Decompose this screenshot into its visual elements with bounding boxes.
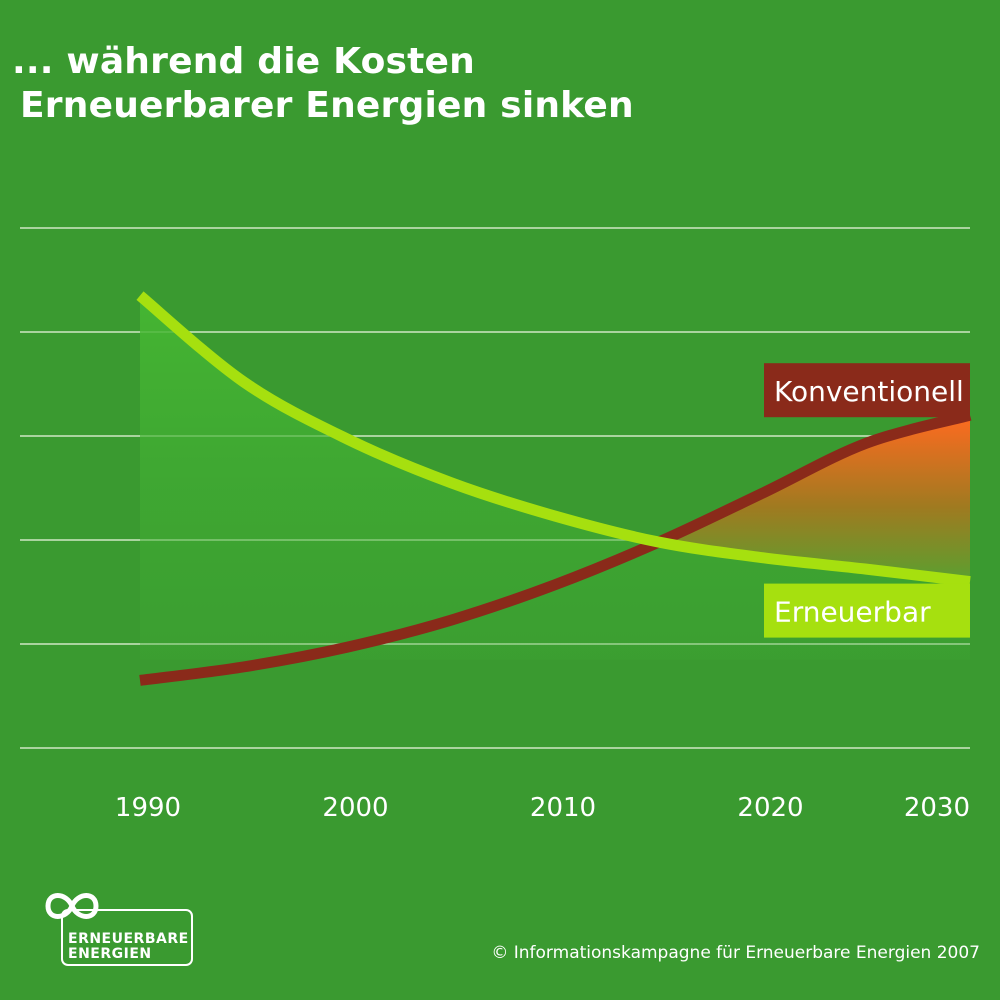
logo-line1: ERNEUERBARE <box>68 931 189 947</box>
copyright-note: © Informationskampagne für Erneuerbare E… <box>491 943 980 963</box>
logo-text: ERNEUERBARE ENERGIEN <box>68 932 189 962</box>
series-label-konventionell: Konventionell <box>774 375 964 408</box>
series-label-erneuerbar: Erneuerbar <box>774 596 931 629</box>
campaign-logo: ERNEUERBARE ENERGIEN <box>36 880 196 970</box>
series-label-erneuerbar-box <box>764 583 970 638</box>
series-line-konventionell <box>139 409 972 686</box>
logo-line2: ENERGIEN <box>68 946 152 962</box>
x-tick-label: 2010 <box>530 793 596 823</box>
chart-title: ... während die Kosten Erneuerbarer Ener… <box>12 40 634 128</box>
x-tick-label: 2020 <box>737 793 803 823</box>
chart-title-line1: ... während die Kosten <box>12 41 475 82</box>
x-tick-label: 1990 <box>115 793 181 823</box>
renewable-area <box>140 295 970 660</box>
series-line-erneuerbar <box>136 291 971 588</box>
cost-gap-area <box>658 415 970 582</box>
x-tick-label: 2030 <box>904 793 970 823</box>
infinity-logo-icon <box>45 893 193 966</box>
x-tick-label: 2000 <box>322 793 388 823</box>
series-label-konventionell-box <box>764 363 970 418</box>
chart-title-line2: Erneuerbarer Energien sinken <box>20 85 634 126</box>
